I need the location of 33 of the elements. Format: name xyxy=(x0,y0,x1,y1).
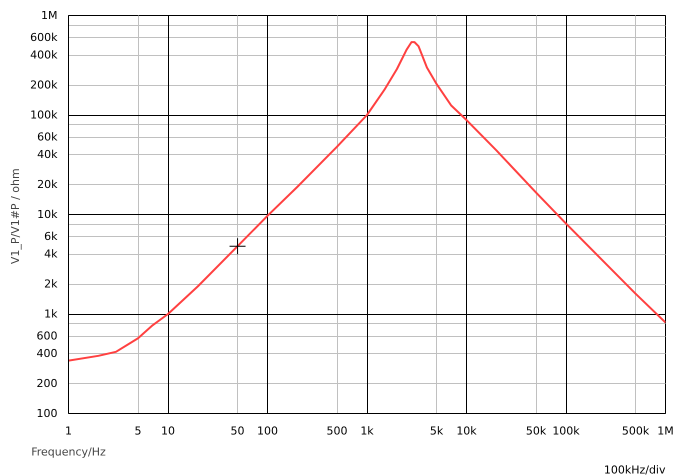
y-tick-label: 100 xyxy=(36,407,58,420)
x-axis-title: Frequency/Hz xyxy=(31,446,106,458)
x-tick-label: 5k xyxy=(430,424,444,438)
y-axis-title: V1_P/V1#P / ohm xyxy=(9,168,22,264)
y-tick-label: 2k xyxy=(44,278,58,291)
y-tick-label: 1k xyxy=(44,308,58,320)
y-tick-label: 200 xyxy=(36,377,58,390)
y-tick-label: 10k xyxy=(37,208,58,221)
y-tick-label: 6k xyxy=(44,230,58,244)
x-tick-label: 10 xyxy=(161,424,175,438)
x-tick-label: 1M xyxy=(657,424,674,438)
y-tick-label: 60k xyxy=(37,130,58,144)
x-tick-label: 5 xyxy=(134,424,142,438)
y-tick-label: 40k xyxy=(37,148,58,162)
y-tick-label: 600 xyxy=(36,330,58,343)
x-tick-label: 50k xyxy=(526,424,547,438)
x-tick-label: 500 xyxy=(326,424,348,438)
x-tick-label: 1 xyxy=(65,424,72,438)
y-tick-label: 600k xyxy=(30,31,58,44)
y-tick-label: 200k xyxy=(30,78,58,92)
x-tick-label: 100 xyxy=(257,424,278,438)
x-tick-label: 500k xyxy=(622,424,650,438)
x-tick-label: 50 xyxy=(230,424,245,438)
y-tick-label: 1M xyxy=(41,9,58,22)
x-tick-label: 10k xyxy=(456,424,478,438)
x-tick-label: 100k xyxy=(552,424,580,438)
y-tick-label: 20k xyxy=(37,178,58,192)
y-tick-label: 4k xyxy=(44,248,58,261)
y-tick-label: 400 xyxy=(36,347,58,360)
x-tick-label: 1k xyxy=(360,424,374,438)
text: 100kHz/div xyxy=(604,464,666,476)
y-tick-label: 400k xyxy=(30,48,58,62)
y-tick-label: 100k xyxy=(30,108,58,122)
